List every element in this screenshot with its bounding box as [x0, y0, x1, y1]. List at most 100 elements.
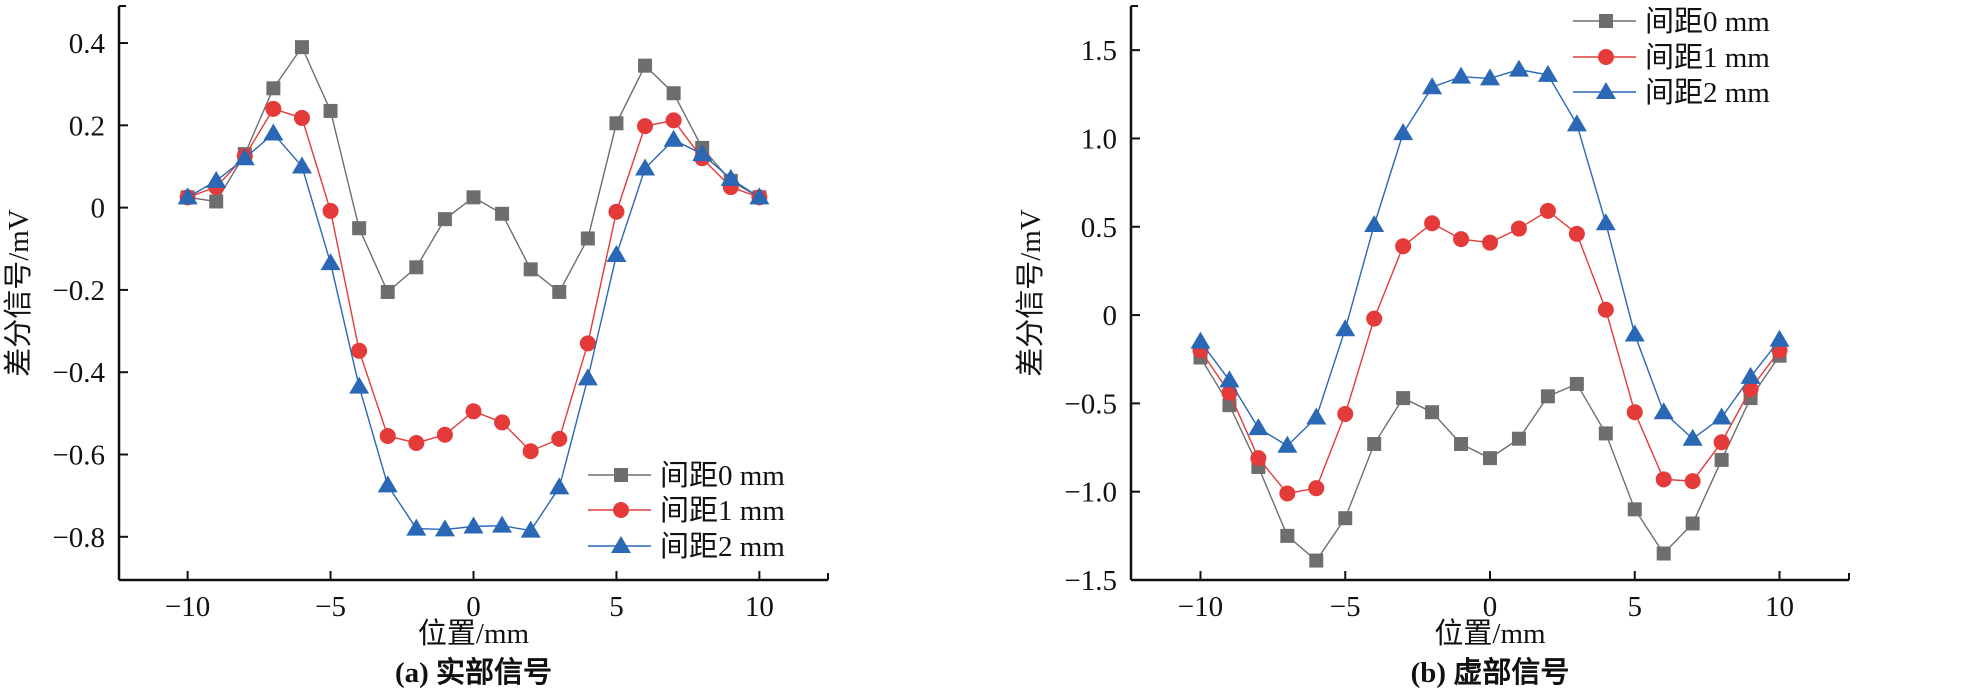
data-point [437, 212, 452, 227]
data-point [1280, 528, 1295, 543]
data-point [1393, 123, 1414, 141]
data-point [1480, 68, 1500, 86]
data-point [608, 203, 625, 220]
data-point [1682, 428, 1703, 446]
data-point [1483, 451, 1497, 466]
data-point [1451, 66, 1472, 84]
x-axis-label: 位置/mm [1434, 617, 1546, 650]
y-tick-label: −1.0 [1064, 477, 1117, 509]
series-1 [1192, 202, 1788, 502]
legend-label: 间距2 mm [1645, 76, 1770, 109]
legend-label: 间距2 mm [660, 530, 785, 563]
data-point [1537, 64, 1558, 82]
data-point [352, 221, 367, 236]
data-point [638, 58, 653, 73]
data-point [494, 414, 511, 431]
y-tick-label: −0.5 [1064, 388, 1117, 420]
x-axis-label: 位置/mm [418, 617, 530, 650]
x-tick-label: −5 [315, 591, 346, 623]
data-point [637, 118, 654, 135]
data-point [1597, 301, 1614, 318]
data-point [1190, 331, 1211, 349]
y-tick-label: 0.2 [69, 110, 105, 142]
data-point [294, 40, 309, 55]
series-2 [1190, 59, 1790, 453]
data-point [1569, 376, 1584, 391]
data-point [577, 368, 598, 386]
data-point [465, 403, 482, 420]
chart-0: −10 −5 0 5 10 0.4 0.2 0 −0.2 −0.4 −0.6 −0.8 位置/mm 差分信… [2, 5, 829, 689]
data-point [463, 516, 484, 534]
data-point [1714, 452, 1729, 467]
y-axis-label: 差分信号/mV [1014, 209, 1047, 377]
legend-marker [1599, 14, 1613, 28]
data-point [1250, 450, 1267, 467]
data-point [1367, 437, 1382, 452]
x-tick-label: 10 [1765, 591, 1794, 623]
y-tick-label: 0.5 [1081, 212, 1117, 244]
data-point [1653, 402, 1674, 420]
data-point [408, 434, 425, 451]
data-point [552, 284, 567, 299]
data-point [1454, 437, 1469, 452]
data-point [1568, 225, 1585, 242]
y-tick-label: 0 [1103, 300, 1118, 332]
legend-label: 间距0 mm [1645, 5, 1770, 38]
data-point [692, 144, 713, 162]
data-point [1308, 480, 1325, 497]
y-tick-label: −0.4 [52, 357, 105, 389]
data-point [523, 262, 538, 277]
legend-marker [614, 468, 628, 482]
data-point [1598, 426, 1613, 441]
data-point [1364, 215, 1385, 233]
data-point [1309, 553, 1324, 568]
data-point [1248, 418, 1269, 436]
y-tick-label: −1.5 [1064, 565, 1117, 597]
data-point [1453, 231, 1470, 248]
data-point [495, 206, 510, 221]
data-point [1424, 215, 1441, 232]
legend-marker [1596, 82, 1616, 99]
data-point [549, 477, 570, 495]
y-tick-label: 0 [91, 193, 106, 225]
data-point [1425, 405, 1440, 420]
data-point [1422, 77, 1443, 95]
data-point [265, 100, 282, 117]
data-point [1395, 238, 1412, 255]
data-point [1624, 324, 1645, 342]
y-tick-label: 1.5 [1081, 35, 1117, 67]
chart-caption: (a) 实部信号 [395, 655, 552, 689]
data-point [579, 335, 596, 352]
chart-caption: (b) 虚部信号 [1411, 655, 1570, 689]
data-point [1769, 329, 1790, 347]
data-point [522, 443, 539, 460]
data-point [1684, 473, 1701, 490]
data-point [1685, 516, 1700, 531]
data-point [351, 342, 368, 359]
data-point [663, 129, 684, 147]
data-point [1511, 431, 1526, 446]
series-1 [179, 100, 768, 460]
x-tick-label: 0 [466, 591, 481, 623]
data-point [635, 158, 656, 176]
data-point [520, 520, 541, 538]
data-point [1595, 213, 1616, 231]
data-point [209, 194, 224, 209]
data-point [1396, 391, 1411, 406]
data-point [291, 156, 312, 174]
x-tick-label: 10 [745, 591, 774, 623]
x-tick-label: −5 [1330, 591, 1361, 623]
data-point [1279, 485, 1296, 502]
y-tick-label: −0.8 [52, 522, 105, 554]
data-point [580, 231, 595, 246]
x-tick-label: 5 [609, 591, 624, 623]
data-point [665, 112, 682, 129]
series-line [187, 108, 760, 453]
data-point [1627, 502, 1642, 517]
data-point [1277, 435, 1298, 453]
legend-label: 间距0 mm [660, 459, 785, 492]
y-tick-label: 1.0 [1081, 123, 1117, 155]
data-point [492, 515, 513, 533]
chart-1: −10 −5 0 5 10 1.5 1.0 0.5 0 −0.5 −1.0 −1.5 位置/mm 差分信号… [1014, 5, 1850, 689]
